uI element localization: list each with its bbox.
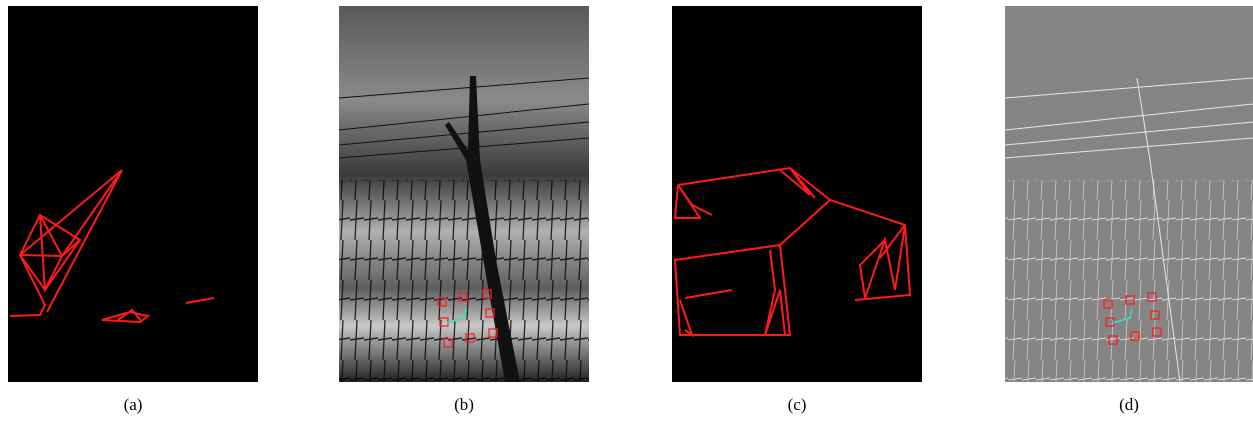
panel-c <box>672 6 922 382</box>
caption: (b) <box>454 395 474 414</box>
panel-b <box>338 6 590 382</box>
panel-d <box>1004 6 1253 383</box>
caption: (a) <box>124 395 143 414</box>
panel-a <box>8 6 258 382</box>
caption: (d) <box>1119 395 1139 414</box>
caption: (c) <box>788 395 807 414</box>
